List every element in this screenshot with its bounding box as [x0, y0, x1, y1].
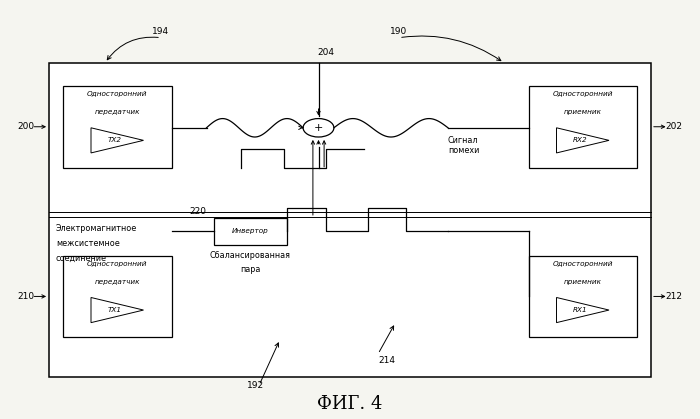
- Text: помехи: помехи: [448, 146, 480, 155]
- Text: Односторонний: Односторонний: [87, 261, 148, 267]
- Text: 214: 214: [378, 356, 395, 365]
- Text: передатчик: передатчик: [94, 279, 140, 285]
- Text: Односторонний: Односторонний: [552, 261, 613, 267]
- Text: соединение: соединение: [56, 253, 107, 262]
- Text: передатчик: передатчик: [94, 109, 140, 115]
- Text: ФИГ. 4: ФИГ. 4: [317, 395, 383, 413]
- Text: межсистемное: межсистемное: [56, 239, 120, 248]
- Bar: [528, 256, 637, 337]
- Text: 190: 190: [391, 27, 407, 36]
- Text: 210: 210: [18, 292, 34, 301]
- Text: Сбалансированная: Сбалансированная: [210, 251, 290, 260]
- Text: Сигнал: Сигнал: [448, 136, 479, 145]
- Text: +: +: [314, 123, 323, 133]
- Text: TX2: TX2: [108, 137, 122, 143]
- Bar: [63, 86, 172, 168]
- Polygon shape: [556, 128, 609, 153]
- Polygon shape: [91, 297, 144, 323]
- Text: 204: 204: [317, 48, 334, 57]
- Bar: [63, 256, 172, 337]
- Text: 200: 200: [18, 122, 34, 131]
- Bar: [214, 218, 287, 245]
- Polygon shape: [556, 297, 609, 323]
- Text: Инвертор: Инвертор: [232, 228, 269, 235]
- Text: 192: 192: [247, 381, 264, 390]
- Text: 194: 194: [153, 27, 169, 36]
- Text: 202: 202: [666, 122, 682, 131]
- Text: 212: 212: [666, 292, 682, 301]
- Text: Односторонний: Односторонний: [552, 91, 613, 97]
- Text: приемник: приемник: [564, 109, 602, 115]
- Text: RX1: RX1: [573, 307, 587, 313]
- Text: Односторонний: Односторонний: [87, 91, 148, 97]
- Text: Электромагнитное: Электромагнитное: [56, 224, 137, 233]
- Text: TX1: TX1: [108, 307, 122, 313]
- Text: приемник: приемник: [564, 279, 602, 285]
- Polygon shape: [91, 128, 144, 153]
- Bar: [49, 63, 651, 377]
- Text: 220: 220: [190, 207, 206, 216]
- Text: пара: пара: [240, 265, 260, 274]
- Bar: [528, 86, 637, 168]
- Text: RX2: RX2: [573, 137, 587, 143]
